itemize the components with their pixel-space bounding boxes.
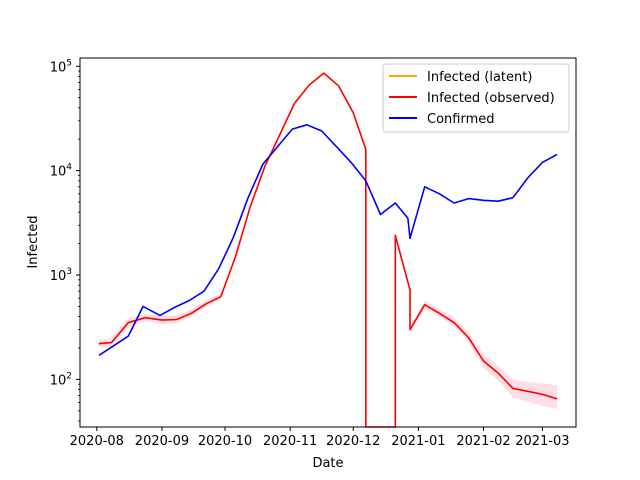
y-tick-label: 105 [50, 58, 72, 75]
legend: Infected (latent) Infected (observed) Conf… [382, 63, 570, 133]
x-tick-label: 2020-10 [198, 434, 252, 449]
confidence-band-1 [410, 300, 558, 410]
legend-label-2: Confirmed [427, 112, 495, 127]
x-tick-label: 2021-01 [391, 434, 445, 449]
y-tick-label: 102 [50, 371, 72, 388]
plot-frame [79, 57, 577, 428]
legend-label-1: Infected (observed) [427, 91, 555, 106]
y-axis-label: Infected [26, 215, 41, 268]
legend-label-0: Infected (latent) [427, 70, 532, 85]
y-tick-label: 104 [50, 163, 73, 180]
y-axis-ticks: 102 103 104 105 [50, 58, 80, 422]
series-layer [98, 72, 558, 428]
legend-box [382, 63, 570, 133]
x-axis-ticks: 2020-08 2020-09 2020-10 2020-11 2020-12 2021-… [70, 427, 570, 449]
x-tick-label: 2020-11 [263, 434, 317, 449]
series-line-2 [98, 124, 558, 357]
series-line-1 [98, 72, 558, 428]
y-tick-label: 103 [50, 267, 72, 284]
x-tick-label: 2020-09 [135, 434, 189, 449]
x-tick-label: 2021-03 [515, 434, 569, 449]
x-tick-label: 2020-12 [326, 434, 380, 449]
x-tick-label: 2020-08 [70, 434, 124, 449]
x-axis-label: Date [312, 456, 343, 471]
x-tick-label: 2021-02 [456, 434, 510, 449]
